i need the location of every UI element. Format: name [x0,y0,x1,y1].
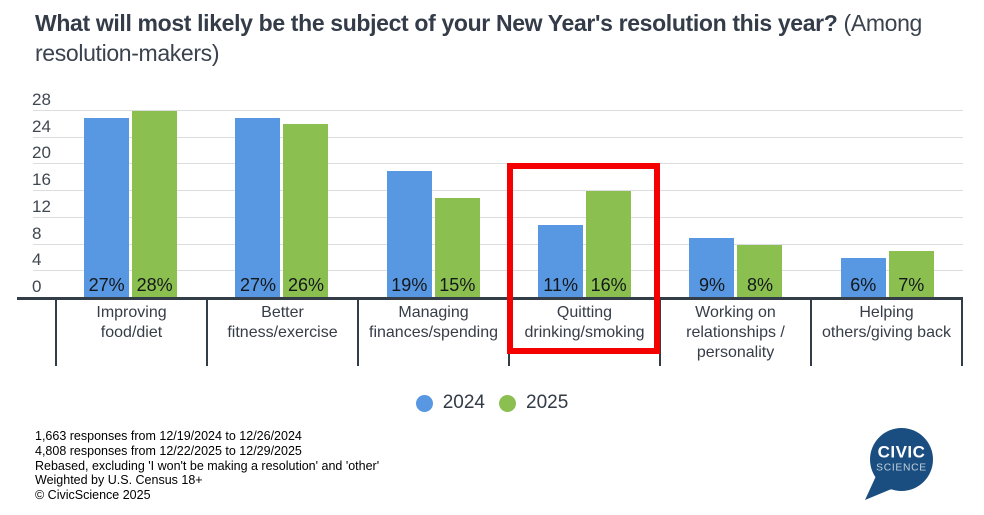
bar-value-label: 16% [590,275,627,295]
bar-2024: 9% [689,237,735,298]
gridline [33,270,963,272]
bar-2025: 16% [586,191,632,298]
bar-2025: 26% [283,124,329,298]
y-axis-tick-label: 8 [32,223,42,243]
bar-2024: 6% [840,257,886,298]
legend-item-2025: 2025 [499,392,568,414]
gridline [33,110,963,111]
chart-title: What will most likely be the subject of … [35,8,937,68]
bar-group: 27% 28% [55,111,206,298]
plot-area: 27% 28% 27% 26% 19% 15% 11% 16% 9% 8% 6% 7% [33,110,963,298]
footnote-line: 4,808 responses from 12/22/2025 to 12/29… [35,443,302,458]
y-axis-tick-label: 28 [32,90,51,109]
bar-value-label: 8% [746,275,773,295]
footnote-line: Rebased, excluding 'I won't be making a … [35,458,380,473]
footnote-line: Weighted by U.S. Census 18+ [35,473,203,488]
bar-2024: 19% [386,171,432,298]
x-axis-line [17,297,963,300]
gridline [33,243,963,245]
bar-value-label: 7% [898,275,925,295]
bar-value-label: 11% [543,275,578,295]
legend-item-2024: 2024 [415,392,485,414]
gridline [33,136,963,138]
bar-groups: 27% 28% 27% 26% 19% 15% 11% 16% 9% 8% 6% 7% [55,111,963,298]
highlight-box [507,163,661,354]
bar-value-label: 26% [287,275,324,295]
civicscience-logo: CIVIC SCIENCE [865,428,933,500]
footnotes: 1,663 responses from 12/19/2024 to 12/26… [35,429,379,503]
bar-value-label: 28% [136,275,173,295]
y-axis-tick-label: 4 [32,250,42,270]
legend: 2024 2025 [0,392,984,414]
chart-title-main: What will most likely be the subject of … [35,10,838,36]
legend-swatch-2024-icon [415,394,433,412]
bar-2024: 27% [84,117,130,298]
legend-label-2024: 2024 [442,392,485,413]
y-axis-tick-label: 20 [32,143,51,163]
bar-2025: 8% [737,244,783,298]
bar-value-label: 19% [391,275,428,295]
bar-value-label: 27% [88,275,125,295]
bar-2024: 27% [235,117,281,298]
category-label: Better fitness/exercise [206,298,357,366]
bar-group: 9% 8% [660,111,811,298]
bar-2025: 28% [132,111,178,298]
category-label: Working on relationships / personality [659,298,810,366]
bar-value-label: 15% [439,275,476,295]
bar-group: 6% 7% [812,111,963,298]
gridline [33,216,963,218]
gridline [33,190,963,192]
bar-group: 19% 15% [358,111,509,298]
bar-value-label: 9% [698,275,725,295]
y-axis-tick-label: 16 [32,170,51,190]
gridline [33,163,963,165]
footnote-line: © CivicScience 2025 [35,488,151,503]
chart-subtitle: (Among resolution-makers) [35,10,922,66]
speech-bubble-icon [865,428,933,500]
category-label: Managing finances/spending [357,298,508,366]
bar-2025: 7% [888,251,934,298]
bar-group: 27% 26% [206,111,357,298]
bar-group: 11% 16% [509,111,660,298]
logo-text-science: SCIENCE [876,463,927,474]
legend-label-2025: 2025 [526,392,569,413]
y-axis-tick-label: 12 [32,196,51,216]
logo-text-civic: CIVIC [878,443,926,462]
y-axis-labels: 0 4 8 12 16 20 24 28 [32,91,66,298]
bar-2025: 15% [434,197,480,298]
bar-value-label: 27% [239,275,276,295]
y-axis-tick-label: 0 [32,277,42,296]
category-label: Improving food/diet [55,298,206,366]
y-axis-tick-label: 24 [32,116,51,136]
footnote-line: 1,663 responses from 12/19/2024 to 12/26… [35,429,302,443]
category-label: Helping others/giving back [810,298,963,366]
legend-swatch-2025-icon [499,394,516,412]
bar-2024: 11% [538,224,584,298]
bar-value-label: 6% [850,275,877,295]
category-axis: Improving food/diet Better fitness/exerci… [55,298,963,366]
